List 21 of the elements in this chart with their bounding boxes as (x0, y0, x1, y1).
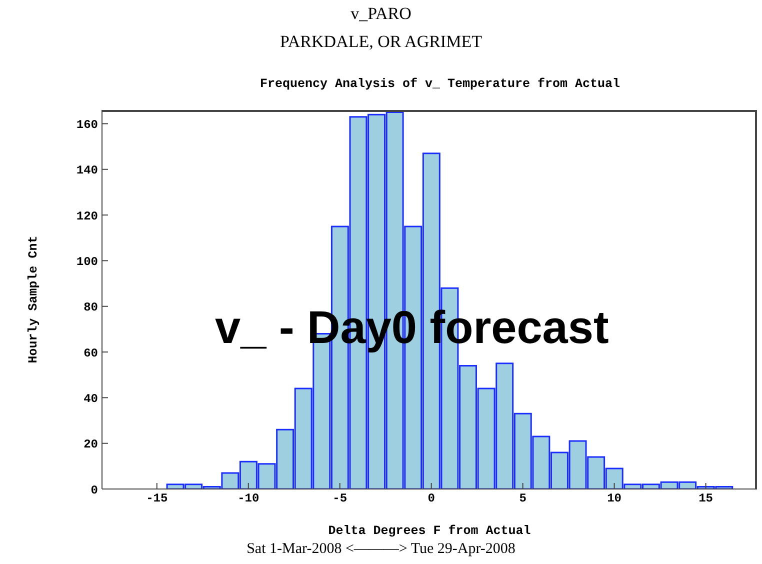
x-tick-label: 15 (698, 492, 713, 506)
y-tick-label: 40 (84, 392, 98, 406)
x-axis-title: Delta Degrees F from Actual (328, 524, 531, 538)
x-tick-label: -10 (238, 492, 260, 506)
y-axis-title: Hourly Sample Cnt (26, 236, 40, 364)
y-tick-label: 140 (76, 164, 98, 178)
y-tick-label: 160 (76, 118, 98, 132)
y-tick-label: 20 (84, 438, 98, 452)
text: Sat 1-Mar-2008 <———> Tue 29-Apr-2008 (246, 541, 516, 558)
y-tick-label: 120 (76, 209, 98, 224)
y-tick-label: 100 (76, 254, 98, 269)
chart-title: v_PARO (350, 4, 412, 24)
x-tick-label: 0 (428, 492, 435, 506)
y-tick-label: 60 (84, 346, 98, 360)
text: Frequency Analysis of v_ Temperature from Actual (258, 77, 622, 91)
x-tick-label: -5 (332, 492, 348, 506)
x-tick-label: 10 (607, 492, 622, 506)
chart-subtitle: PARKDALE, OR AGRIMET (279, 32, 483, 52)
x-tick-label: 5 (519, 492, 526, 506)
y-tick-label: 80 (84, 300, 98, 315)
x-tick-label: -15 (146, 492, 168, 506)
